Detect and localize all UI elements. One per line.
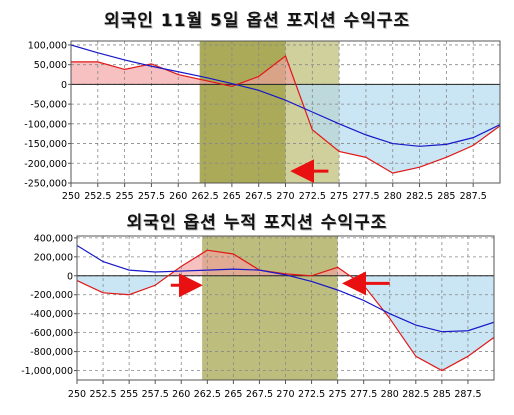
y-tick-label: 50,000 bbox=[34, 60, 67, 71]
loss-area bbox=[77, 275, 494, 371]
x-tick-label: 265 bbox=[223, 191, 241, 202]
x-tick-label: 270 bbox=[276, 191, 294, 202]
x-tick-label: 260 bbox=[169, 191, 187, 202]
x-tick-label: 267.5 bbox=[246, 389, 273, 400]
x-tick-label: 255 bbox=[116, 191, 134, 202]
x-tick-label: 250 bbox=[62, 191, 80, 202]
y-tick-label: -100,000 bbox=[24, 119, 67, 130]
x-tick-label: 285 bbox=[437, 191, 455, 202]
x-tick-label: 275 bbox=[329, 389, 347, 400]
y-tick-label: -600,000 bbox=[30, 328, 73, 339]
x-tick-label: 270 bbox=[276, 389, 294, 400]
y-tick-label: -400,000 bbox=[30, 309, 73, 320]
x-tick-label: 255 bbox=[120, 389, 138, 400]
x-tick-label: 282.5 bbox=[406, 191, 433, 202]
y-tick-label: 400,000 bbox=[34, 233, 73, 244]
x-tick-label: 260 bbox=[172, 389, 190, 400]
x-tick-label: 282.5 bbox=[402, 389, 429, 400]
x-tick-label: 275 bbox=[330, 191, 348, 202]
x-tick-label: 257.5 bbox=[138, 191, 165, 202]
y-tick-label: -800,000 bbox=[30, 347, 73, 358]
x-tick-label: 250 bbox=[68, 389, 86, 400]
y-tick-label: -50,000 bbox=[30, 100, 67, 111]
x-tick-label: 272.5 bbox=[298, 389, 325, 400]
y-tick-label: 100,000 bbox=[28, 40, 67, 51]
y-tick-label: -150,000 bbox=[24, 139, 67, 150]
profit-area bbox=[77, 250, 494, 276]
y-tick-label: -200,000 bbox=[30, 290, 73, 301]
series-line-blue bbox=[77, 244, 494, 333]
series-line-blue bbox=[71, 44, 500, 147]
x-tick-label: 252.5 bbox=[84, 191, 111, 202]
chart-1-title: 외국인 11월 5일 옵션 포지션 수익구조 bbox=[103, 11, 411, 31]
x-tick-label: 280 bbox=[384, 191, 402, 202]
y-tick-label: 0 bbox=[67, 271, 73, 282]
x-tick-label: 287.5 bbox=[454, 389, 481, 400]
x-tick-label: 285 bbox=[433, 389, 451, 400]
series-line-red bbox=[77, 249, 494, 372]
x-tick-label: 267.5 bbox=[245, 191, 272, 202]
x-tick-label: 257.5 bbox=[142, 389, 169, 400]
x-tick-label: 280 bbox=[381, 389, 399, 400]
series-line-red bbox=[71, 55, 500, 174]
x-tick-label: 252.5 bbox=[89, 389, 116, 400]
profit-area bbox=[71, 55, 296, 85]
y-tick-label: -1,000,000 bbox=[21, 366, 73, 377]
y-tick-label: 0 bbox=[61, 80, 67, 91]
x-tick-label: 277.5 bbox=[350, 389, 377, 400]
y-tick-label: -250,000 bbox=[24, 179, 67, 190]
x-tick-label: 262.5 bbox=[191, 191, 218, 202]
x-tick-label: 277.5 bbox=[352, 191, 379, 202]
x-tick-label: 265 bbox=[224, 389, 242, 400]
y-tick-label: 200,000 bbox=[34, 252, 73, 263]
x-tick-label: 287.5 bbox=[460, 191, 487, 202]
x-tick-label: 262.5 bbox=[194, 389, 221, 400]
y-tick-label: -200,000 bbox=[24, 159, 67, 170]
x-tick-label: 272.5 bbox=[299, 191, 326, 202]
chart-2-title: 외국인 옵션 누적 포지션 수익구조 bbox=[126, 213, 388, 233]
